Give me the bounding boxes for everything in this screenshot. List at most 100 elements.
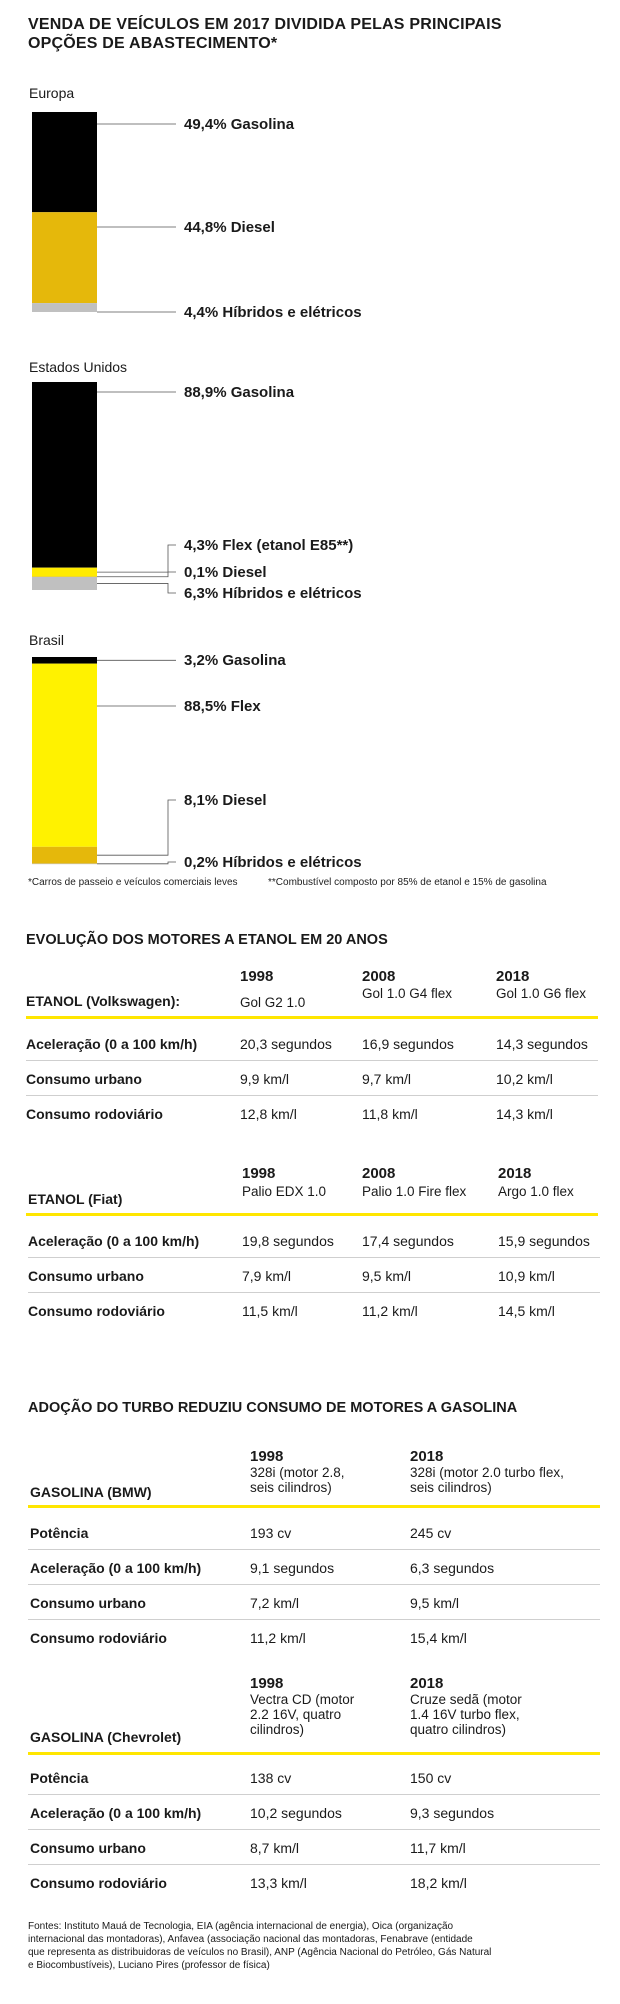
gasolina-section-title: ADOÇÃO DO TURBO REDUZIU CONSUMO DE MOTOR… xyxy=(28,1400,518,1416)
fiat-row-divider xyxy=(28,1257,600,1258)
leader-line-brasil-3 xyxy=(97,861,176,865)
bmw-row-label: Consumo urbano xyxy=(30,1595,146,1611)
segment-label-brasil-2: 8,1% Diesel xyxy=(184,792,267,809)
bmw-row-label: Aceleração (0 a 100 km/h) xyxy=(30,1560,202,1576)
bmw-model-1998: 328i (motor 2.8, seis cilindros) xyxy=(250,1465,345,1495)
bmw-cell: 11,2 km/l xyxy=(250,1630,306,1646)
fiat-cell: 17,4 segundos xyxy=(362,1233,454,1249)
segment-label-estados-unidos-3: 6,3% Híbridos e elétricos xyxy=(184,585,362,602)
vw-model-2008: Gol 1.0 G4 flex xyxy=(362,986,453,1001)
bar-segment-europa-0 xyxy=(32,112,97,213)
fiat-cell: 14,5 km/l xyxy=(498,1303,555,1319)
chev-cell: 11,7 km/l xyxy=(410,1840,466,1856)
fiat-model-2008: Palio 1.0 Fire flex xyxy=(362,1184,467,1199)
fiat-cell: 11,2 km/l xyxy=(362,1303,418,1319)
sources-note: Fontes: Instituto Mauá de Tecnologia, EI… xyxy=(28,1920,491,1972)
bmw-model-2018: 328i (motor 2.0 turbo flex, seis cilindr… xyxy=(410,1465,564,1495)
segment-label-brasil-0: 3,2% Gasolina xyxy=(184,652,286,669)
bmw-cell: 9,5 km/l xyxy=(410,1595,460,1611)
segment-label-europa-2: 4,4% Híbridos e elétricos xyxy=(184,304,362,321)
bar-segment-brasil-1 xyxy=(32,663,97,847)
fiat-year-2018: 2018 xyxy=(498,1165,532,1182)
chev-cell: 138 cv xyxy=(250,1770,292,1786)
chev-model-2018-line-2: 1.4 16V turbo flex, xyxy=(410,1707,520,1722)
vw-cell: 14,3 km/l xyxy=(496,1106,553,1122)
bmw-model-2018-line-2: seis cilindros) xyxy=(410,1480,492,1495)
bmw-row-label: Potência xyxy=(30,1525,89,1541)
chev-cell: 8,7 km/l xyxy=(250,1840,300,1856)
vw-cell: 11,8 km/l xyxy=(362,1106,418,1122)
chev-header-highlight-rule xyxy=(28,1752,600,1755)
vw-model-2018: Gol 1.0 G6 flex xyxy=(496,986,587,1001)
bmw-cell: 15,4 km/l xyxy=(410,1630,467,1646)
bmw-row-label: Consumo rodoviário xyxy=(30,1630,167,1646)
segment-label-brasil-3: 0,2% Híbridos e elétricos xyxy=(184,854,362,871)
sources-line-4: e Biocombustíveis), Luciano Pires (profe… xyxy=(28,1960,270,1971)
chev-row-divider xyxy=(28,1829,600,1830)
bar-segment-europa-2 xyxy=(32,303,97,312)
chev-model-1998-line-3: cilindros) xyxy=(250,1722,305,1737)
bar-segment-estados-unidos-1 xyxy=(32,567,97,577)
chev-model-2018-line-3: quatro cilindros) xyxy=(410,1722,507,1737)
vw-cell: 9,9 km/l xyxy=(240,1071,290,1087)
fiat-row-label: Consumo urbano xyxy=(28,1268,144,1284)
fiat-row-label: Aceleração (0 a 100 km/h) xyxy=(28,1233,200,1249)
sources-line-2: internacional das montadoras), Anfavea (… xyxy=(28,1934,473,1945)
bmw-model-2018-line-1: 328i (motor 2.0 turbo flex, xyxy=(410,1465,564,1480)
vw-cell: 16,9 segundos xyxy=(362,1036,454,1052)
vw-row-divider xyxy=(26,1060,598,1061)
fiat-model-1998: Palio EDX 1.0 xyxy=(242,1184,327,1199)
leader-line-brasil-2 xyxy=(97,799,176,856)
vw-cell: 10,2 km/l xyxy=(496,1071,553,1087)
vw-row-label: Consumo rodoviário xyxy=(26,1106,163,1122)
bmw-year-2018: 2018 xyxy=(410,1448,444,1465)
chart-title-line-1: VENDA DE VEÍCULOS EM 2017 DIVIDIDA PELAS… xyxy=(28,16,502,33)
leader-line-estados-unidos-3 xyxy=(97,583,176,594)
leader-line-estados-unidos-2 xyxy=(97,571,176,578)
chev-model-1998-line-2: 2.2 16V, quatro xyxy=(250,1707,342,1722)
fiat-model-2018: Argo 1.0 flex xyxy=(498,1184,574,1199)
bmw-year-1998: 1998 xyxy=(250,1448,284,1465)
bmw-row-divider xyxy=(28,1584,600,1585)
chev-cell: 10,2 segundos xyxy=(250,1805,342,1821)
chev-row-label: Consumo urbano xyxy=(30,1840,146,1856)
chev-row-label: Consumo rodoviário xyxy=(30,1875,167,1891)
chev-year-1998: 1998 xyxy=(250,1675,284,1692)
vw-year-2018: 2018 xyxy=(496,968,530,985)
segment-label-estados-unidos-2: 0,1% Diesel xyxy=(184,564,267,581)
chev-cell: 150 cv xyxy=(410,1770,452,1786)
bmw-row-divider xyxy=(28,1549,600,1550)
fiat-cell: 15,9 segundos xyxy=(498,1233,590,1249)
segment-label-europa-1: 44,8% Diesel xyxy=(184,219,275,236)
chev-model-1998: Vectra CD (motor 2.2 16V, quatro cilindr… xyxy=(250,1692,354,1737)
vw-cell: 20,3 segundos xyxy=(240,1036,332,1052)
bmw-cell: 9,1 segundos xyxy=(250,1560,335,1576)
chev-cell: 13,3 km/l xyxy=(250,1875,307,1891)
fiat-row-divider xyxy=(28,1292,600,1293)
bmw-header-highlight-rule xyxy=(28,1505,600,1508)
bar-segment-brasil-3 xyxy=(32,863,97,865)
vw-row-label: Aceleração (0 a 100 km/h) xyxy=(26,1036,198,1052)
fiat-table-header: ETANOL (Fiat) xyxy=(28,1191,123,1207)
bmw-model-1998-line-2: seis cilindros) xyxy=(250,1480,332,1495)
fiat-cell: 19,8 segundos xyxy=(242,1233,334,1249)
bmw-cell: 193 cv xyxy=(250,1525,292,1541)
footnote-left: *Carros de passeio e veículos comerciais… xyxy=(28,877,238,888)
region-label-brasil: Brasil xyxy=(29,632,64,648)
bar-segment-brasil-2 xyxy=(32,846,97,864)
sources-line-1: Fontes: Instituto Mauá de Tecnologia, EI… xyxy=(28,1921,454,1932)
etanol-section-title: EVOLUÇÃO DOS MOTORES A ETANOL EM 20 ANOS xyxy=(26,932,388,948)
chev-row-divider xyxy=(28,1794,600,1795)
fiat-cell: 9,5 km/l xyxy=(362,1268,412,1284)
bmw-cell: 6,3 segundos xyxy=(410,1560,495,1576)
chev-row-label: Aceleração (0 a 100 km/h) xyxy=(30,1805,202,1821)
segment-label-brasil-1: 88,5% Flex xyxy=(184,698,261,715)
fiat-row-label: Consumo rodoviário xyxy=(28,1303,165,1319)
fiat-year-1998: 1998 xyxy=(242,1165,276,1182)
chev-cell: 18,2 km/l xyxy=(410,1875,467,1891)
bar-segment-estados-unidos-0 xyxy=(32,382,97,568)
vw-row-divider xyxy=(26,1095,598,1096)
fiat-cell: 11,5 km/l xyxy=(242,1303,298,1319)
region-label-estados-unidos: Estados Unidos xyxy=(29,359,127,375)
leader-line-estados-unidos-1 xyxy=(97,544,176,573)
